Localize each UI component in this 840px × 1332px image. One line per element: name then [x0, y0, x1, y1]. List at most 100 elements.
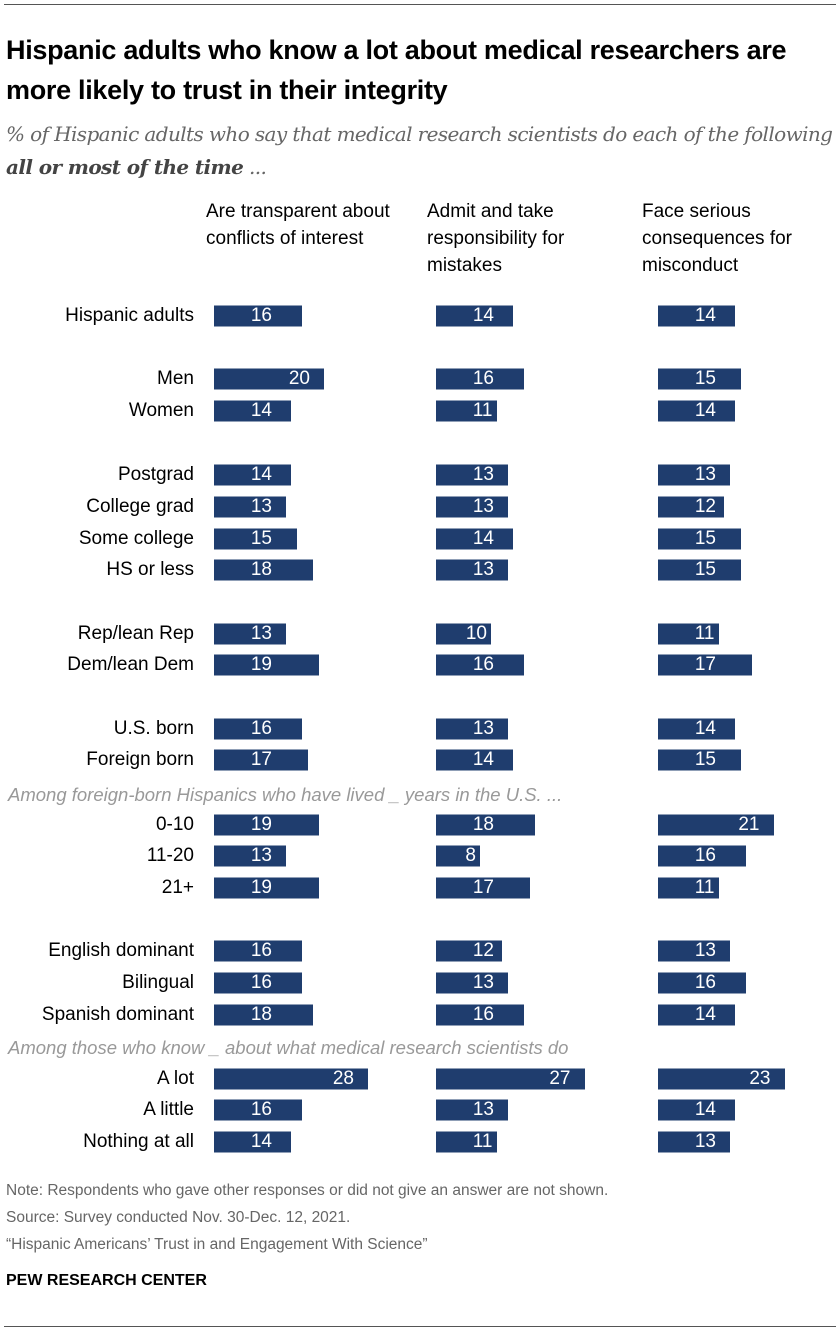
row-label: Spanish dominant [41, 1004, 194, 1025]
bar [658, 305, 735, 327]
data-label: 12 [694, 496, 716, 517]
data-label: 13 [250, 496, 272, 517]
data-label: 16 [694, 845, 716, 866]
data-label: 28 [332, 1068, 354, 1089]
data-label: 14 [694, 1099, 716, 1120]
subtitle-text: % of Hispanic adults who say that medica… [6, 122, 833, 146]
row-label: Bilingual [122, 972, 194, 993]
column-header-admit: Admit and take responsibility for mistak… [427, 201, 565, 276]
bar [214, 400, 291, 422]
bar [214, 368, 324, 390]
data-label: 13 [472, 496, 494, 517]
row-label: 0-10 [155, 814, 194, 835]
bar [658, 400, 735, 422]
data-label: 14 [694, 1004, 716, 1025]
bar [658, 654, 752, 676]
data-label: 13 [250, 623, 272, 644]
bar [658, 1131, 730, 1153]
bar [436, 654, 524, 676]
bar [436, 368, 524, 390]
row-label: A lot [157, 1068, 194, 1089]
bar [658, 940, 730, 962]
bar [214, 814, 319, 836]
data-label: 17 [250, 749, 272, 770]
row-label: A little [143, 1099, 194, 1120]
bar [214, 654, 319, 676]
row-label: College grad [86, 496, 194, 517]
bar [436, 1004, 524, 1026]
subtitle-emphasis: all or most of the time [6, 155, 244, 179]
bar [658, 877, 719, 899]
bar [214, 940, 302, 962]
row-label: Postgrad [117, 464, 194, 485]
bar [214, 464, 291, 486]
data-label: 16 [472, 1004, 494, 1025]
bar [436, 1131, 497, 1153]
bar [436, 877, 530, 899]
row-label: U.S. born [113, 718, 194, 739]
bar [436, 623, 491, 645]
bar [214, 528, 297, 550]
bar [436, 400, 497, 422]
data-label: 21 [738, 814, 760, 835]
bar [436, 845, 480, 867]
data-label: 13 [472, 1099, 494, 1120]
data-label: 8 [465, 845, 476, 866]
bar [214, 1004, 313, 1026]
data-label: 16 [250, 940, 272, 961]
bar [658, 464, 730, 486]
data-label: 14 [694, 305, 716, 326]
bar [436, 718, 508, 740]
bar [214, 305, 302, 327]
data-label: 15 [694, 749, 716, 770]
data-label: 15 [694, 559, 716, 580]
bar [658, 718, 735, 740]
data-label: 17 [472, 877, 494, 898]
bar [436, 940, 502, 962]
data-label: 13 [472, 972, 494, 993]
bar [658, 845, 746, 867]
data-label: 16 [250, 972, 272, 993]
bar [658, 814, 774, 836]
bar [436, 1068, 585, 1090]
section-note-knowledge: Among those who know _ about what medica… [8, 1037, 569, 1058]
bar [658, 623, 719, 645]
bar [214, 749, 308, 771]
data-label: 14 [250, 464, 272, 485]
bar [658, 368, 741, 390]
data-label: 18 [472, 814, 494, 835]
data-label: 11 [472, 400, 493, 421]
top-rule [4, 4, 836, 5]
chart-title: Hispanic adults who know a lot about med… [6, 35, 787, 105]
data-label: 23 [749, 1068, 771, 1089]
bar [658, 528, 741, 550]
bar [436, 972, 508, 994]
row-label: 11-20 [146, 845, 194, 866]
data-label: 14 [472, 528, 494, 549]
bar [436, 305, 513, 327]
data-label: 13 [694, 940, 716, 961]
data-label: 19 [250, 877, 272, 898]
bar [436, 814, 535, 836]
data-label: 13 [694, 464, 716, 485]
data-label: 16 [250, 1099, 272, 1120]
footer-report: “Hispanic Americans’ Trust in and Engage… [6, 1236, 428, 1253]
row-label: Nothing at all [83, 1131, 194, 1152]
data-label: 27 [549, 1068, 571, 1089]
chart-subtitle: % of Hispanic adults who say that medica… [6, 118, 836, 184]
data-label: 14 [694, 718, 716, 739]
row-label: Rep/lean Rep [77, 623, 194, 644]
data-label: 17 [694, 654, 716, 675]
bar [214, 972, 302, 994]
bar [436, 496, 508, 518]
bar [214, 845, 286, 867]
footer-source: Source: Survey conducted Nov. 30-Dec. 12… [6, 1209, 351, 1226]
data-label: 14 [472, 305, 494, 326]
data-label: 18 [250, 1004, 272, 1025]
bar [214, 496, 286, 518]
data-label: 15 [694, 528, 716, 549]
bar [214, 1131, 291, 1153]
data-label: 14 [250, 400, 272, 421]
bottom-rule [4, 1326, 836, 1327]
bar [436, 559, 508, 581]
